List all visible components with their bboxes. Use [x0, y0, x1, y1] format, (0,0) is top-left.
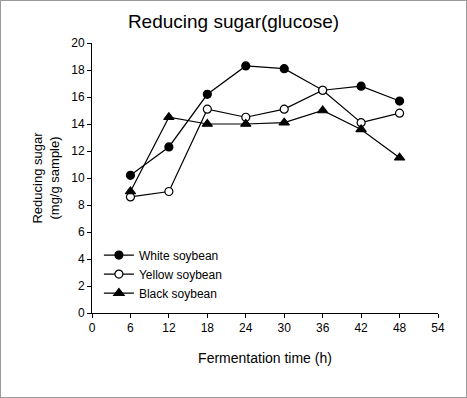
- svg-text:12: 12: [162, 321, 176, 335]
- svg-text:24: 24: [239, 321, 253, 335]
- svg-text:0: 0: [89, 321, 96, 335]
- svg-text:4: 4: [78, 252, 85, 266]
- svg-text:42: 42: [354, 321, 368, 335]
- svg-text:18: 18: [201, 321, 215, 335]
- svg-text:6: 6: [127, 321, 134, 335]
- svg-text:Black soybean: Black soybean: [139, 287, 217, 301]
- svg-text:14: 14: [71, 117, 85, 131]
- svg-text:54: 54: [431, 321, 445, 335]
- svg-text:Yellow soybean: Yellow soybean: [139, 268, 222, 282]
- svg-text:36: 36: [316, 321, 330, 335]
- svg-text:8: 8: [78, 198, 85, 212]
- svg-text:48: 48: [393, 321, 407, 335]
- svg-text:16: 16: [71, 90, 85, 104]
- svg-text:18: 18: [71, 63, 85, 77]
- svg-text:10: 10: [71, 171, 85, 185]
- svg-text:Reducing sugar(glucose): Reducing sugar(glucose): [128, 11, 339, 32]
- svg-text:0: 0: [78, 306, 85, 320]
- svg-text:30: 30: [278, 321, 292, 335]
- svg-text:12: 12: [71, 144, 85, 158]
- svg-text:6: 6: [78, 225, 85, 239]
- svg-text:Fermentation time (h): Fermentation time (h): [198, 350, 332, 366]
- svg-text:20: 20: [71, 36, 85, 50]
- svg-text:White soybean: White soybean: [139, 249, 218, 263]
- svg-text:Reducing sugar(mg/g sample): Reducing sugar(mg/g sample): [30, 132, 62, 224]
- svg-text:2: 2: [78, 279, 85, 293]
